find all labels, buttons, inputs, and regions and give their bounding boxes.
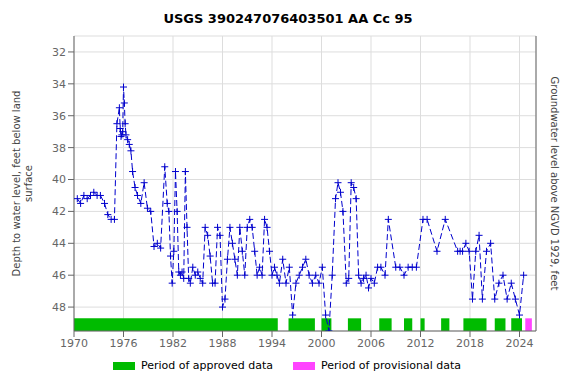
html-text:USGS 390247076403501 AA Cc 95: USGS 390247076403501 AA Cc 95 [163,11,413,26]
html-text:Period of provisional data: Period of provisional data [321,359,462,372]
svg-text:1982: 1982 [159,337,187,350]
svg-text:42: 42 [52,205,66,218]
svg-text:2024: 2024 [506,337,534,350]
svg-text:1994: 1994 [258,337,286,350]
svg-text:1970: 1970 [60,337,88,350]
svg-text:40: 40 [52,173,66,186]
svg-text:1988: 1988 [209,337,237,350]
svg-text:1976: 1976 [110,337,138,350]
svg-text:48: 48 [52,301,66,314]
svg-text:32: 32 [52,46,66,59]
svg-text:34: 34 [52,78,66,91]
svg-text:2006: 2006 [357,337,385,350]
svg-text:46: 46 [52,269,66,282]
svg-text:38: 38 [52,142,66,155]
html-text:Period of approved data: Period of approved data [140,359,274,372]
svg-text:2018: 2018 [456,337,484,350]
svg-text:2012: 2012 [407,337,435,350]
svg-text:Groundwater level above NGVD 1: Groundwater level above NGVD 1929, feet [549,77,560,291]
svg-text:36: 36 [52,110,66,123]
svg-text:2000: 2000 [308,337,336,350]
svg-text:44: 44 [52,237,66,250]
svg-text:Depth to water level, feet bel: Depth to water level, feet below landsur… [11,91,34,277]
